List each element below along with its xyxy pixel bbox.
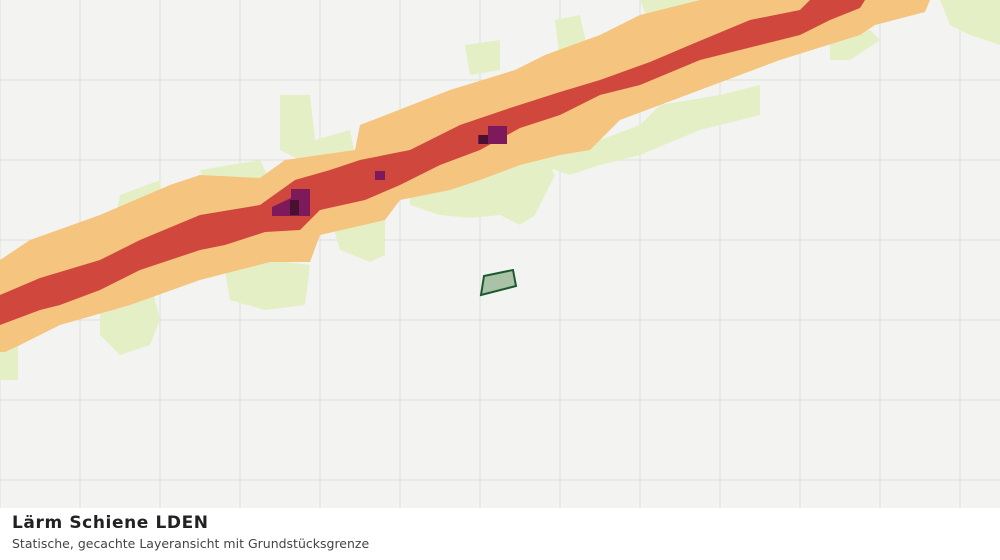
map-subtitle: Statische, gecachte Layeransicht mit Gru… xyxy=(12,536,370,551)
parcel-boundary xyxy=(479,268,518,297)
noise-zone-medium xyxy=(0,0,930,352)
noise-zone-high xyxy=(0,0,865,325)
noise-zone-extreme xyxy=(290,135,488,215)
map-title: Lärm Schiene LDEN xyxy=(12,513,209,533)
map xyxy=(0,0,1000,508)
